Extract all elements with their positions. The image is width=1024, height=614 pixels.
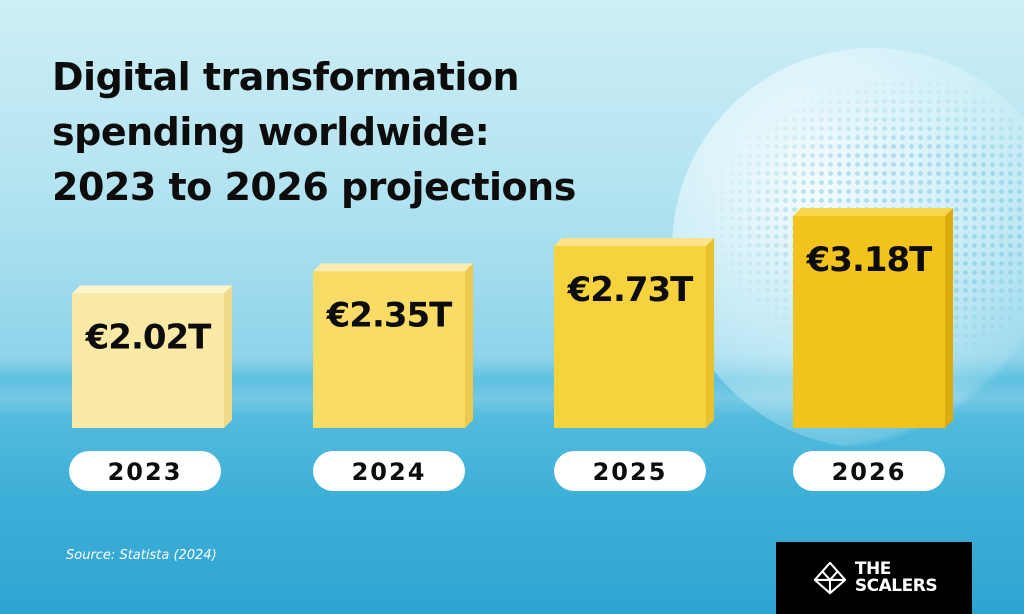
category-label-2023: 2023 xyxy=(108,458,183,486)
logo-text-line-2: SCALERS xyxy=(854,576,938,596)
chart-title: Digital transformation spending worldwid… xyxy=(52,50,692,215)
bar-side-2024 xyxy=(465,263,473,428)
bar-top-2024 xyxy=(313,263,473,272)
category-pill-2026 xyxy=(793,451,945,491)
bar-side-2023 xyxy=(224,285,232,428)
title-line-3: 2023 to 2026 projections xyxy=(52,165,576,209)
source-note: Source: Statista (2024) xyxy=(66,548,217,563)
bar-2024: €2.35T xyxy=(313,263,473,428)
value-label-2025: €2.73T xyxy=(567,270,695,310)
title-line-2: spending worldwide: xyxy=(52,110,490,154)
category-label-2024: 2024 xyxy=(352,458,427,486)
category-pill-2025 xyxy=(554,451,706,491)
value-label-2023: €2.02T xyxy=(85,317,213,357)
value-label-2024: €2.35T xyxy=(326,295,454,335)
the-scalers-logo: THE SCALERS xyxy=(776,542,972,614)
bar-side-2025 xyxy=(706,238,714,428)
bar-front-2026 xyxy=(793,216,945,428)
title-line-1: Digital transformation xyxy=(52,55,520,99)
bar-front-2023 xyxy=(72,293,224,428)
bar-2025: €2.73T xyxy=(554,238,714,428)
category-label-2025: 2025 xyxy=(593,458,668,486)
bar-top-2025 xyxy=(554,238,714,246)
bar-2026: €3.18T xyxy=(793,208,953,428)
bar-top-2026 xyxy=(793,208,953,216)
category-pill-2023 xyxy=(69,451,221,491)
bar-side-2026 xyxy=(945,208,953,428)
diamond-logo-icon xyxy=(813,561,847,595)
logo-text-line-1: THE xyxy=(854,559,891,579)
value-label-2026: €3.18T xyxy=(806,240,934,280)
bar-front-2025 xyxy=(554,246,706,428)
category-pill-2024 xyxy=(313,451,465,491)
logo-text: THE SCALERS xyxy=(854,559,938,596)
bar-front-2024 xyxy=(313,271,465,428)
bar-top-2023 xyxy=(72,285,232,294)
bar-2023: €2.02T xyxy=(72,285,232,428)
category-label-2026: 2026 xyxy=(832,458,907,486)
